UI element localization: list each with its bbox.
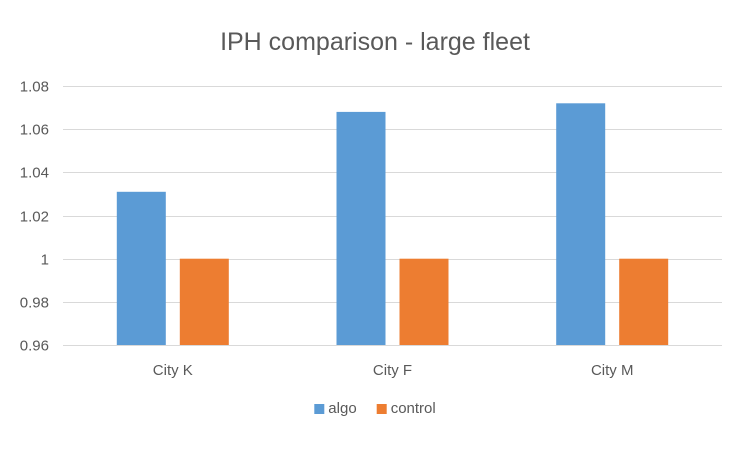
y-tick-label: 0.96 xyxy=(20,338,49,355)
y-tick-label: 1.02 xyxy=(20,209,49,226)
x-tick-label: City K xyxy=(153,362,193,379)
bar-control-city-m xyxy=(619,258,669,345)
y-axis-tick-labels: 0.96 0.98 1 1.02 1.04 1.06 1.08 xyxy=(20,79,49,355)
x-tick-label: City M xyxy=(591,362,634,379)
legend-swatch-algo xyxy=(314,404,325,414)
bar-control-city-f xyxy=(399,258,449,345)
x-tick-label: City F xyxy=(373,362,412,379)
bar-algo-city-m xyxy=(556,103,606,345)
legend-label-control: control xyxy=(391,400,436,417)
legend-label-algo: algo xyxy=(328,400,356,417)
x-axis-tick-labels: City K City F City M xyxy=(153,362,634,379)
y-tick-label: 1.06 xyxy=(20,122,49,139)
y-tick-label: 1.08 xyxy=(20,79,49,96)
bars xyxy=(116,103,669,346)
legend: algo control xyxy=(314,400,436,417)
gridlines xyxy=(63,86,722,303)
y-tick-label: 1.04 xyxy=(20,165,49,182)
y-tick-label: 1 xyxy=(41,252,49,269)
bar-control-city-k xyxy=(179,258,229,345)
bar-algo-city-k xyxy=(116,191,166,345)
bar-algo-city-f xyxy=(336,111,386,346)
legend-swatch-control xyxy=(376,404,387,414)
chart-title: IPH comparison - large fleet xyxy=(220,28,530,56)
y-tick-label: 0.98 xyxy=(20,295,49,312)
